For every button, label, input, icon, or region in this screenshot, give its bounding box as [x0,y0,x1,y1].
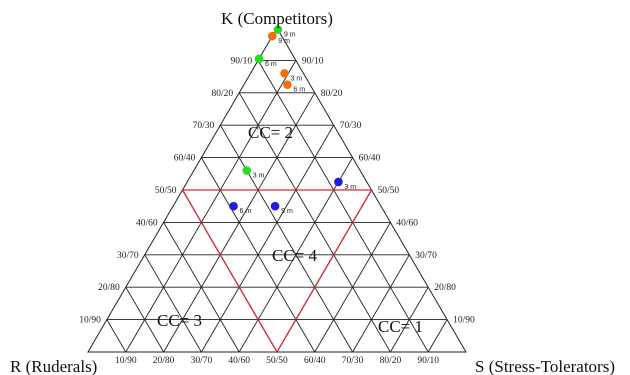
right-tick-label: 30/70 [415,251,437,261]
left-corner-label: R (Ruderals) [10,357,97,375]
cc-region-boundaries [181,189,373,354]
left-tick-label: 90/10 [230,56,252,66]
bottom-tick-label: 70/30 [342,356,364,366]
data-point-label: 6 m [265,61,277,68]
grid-line [314,222,391,353]
grid-line [352,254,410,353]
data-point [254,54,264,64]
top-corner-label: K (Competitors) [221,9,333,28]
right-corner-label: S (Stress-Tolerators) [475,357,615,375]
grid-line [201,124,335,353]
grid-line [144,254,202,353]
right-tick-label: 40/60 [396,218,418,228]
left-tick-label: 80/20 [212,89,234,99]
data-point [273,25,283,34]
data-point [267,31,277,41]
left-tick-label: 70/30 [193,121,215,131]
data-point-label: 9 m [278,38,290,45]
data-point-label: 9 m [284,32,296,39]
bottom-tick-label: 50/50 [266,356,288,366]
data-point [280,69,289,78]
cc-4-boundary [181,189,373,354]
right-tick-label: 90/10 [302,56,324,66]
data-point [334,177,343,187]
left-tick-label: 20/80 [98,283,120,293]
data-point-label: 3 m [291,75,303,82]
left-tick-label: 30/70 [117,251,139,261]
data-point-label: 3 m [344,184,356,191]
right-tick-label: 80/20 [321,89,343,99]
left-tick-label: 40/60 [136,218,158,228]
grid-line [163,222,240,353]
data-point-label: 6 m [293,87,305,94]
cc-region-label: CC= 3 [157,311,202,330]
bottom-tick-label: 40/60 [228,356,250,366]
cc-region-label: CC= 4 [272,246,318,265]
grid-line [125,286,164,353]
right-tick-label: 10/90 [453,316,475,326]
data-point [283,80,292,89]
bottom-tick-label: 90/10 [417,356,439,366]
cc-region-label: CC= 1 [378,317,423,336]
data-point-label: 9 m [281,208,293,215]
grid-line [125,60,297,353]
grid-line [257,60,429,353]
bottom-tick-label: 10/90 [115,356,137,366]
right-tick-label: 60/40 [359,154,381,164]
data-point [242,166,252,175]
grid-line [219,124,353,353]
right-tick-label: 20/80 [434,283,456,293]
bottom-tick-label: 60/40 [304,356,326,366]
grid-line [106,319,127,353]
data-point-label: 6 m [240,208,252,215]
left-tick-label: 50/50 [155,186,177,196]
bottom-tick-label: 30/70 [191,356,213,366]
bottom-tick-label: 20/80 [153,356,175,366]
left-tick-label: 10/90 [79,316,101,326]
right-tick-label: 70/30 [340,121,362,131]
data-point [270,201,280,211]
cc-region-label: CC= 2 [248,123,293,142]
data-point-label: 3 m [253,173,265,180]
data-point [229,201,238,211]
grid-line [390,286,429,353]
grid-line [427,319,448,353]
left-tick-label: 60/40 [174,154,196,164]
edge-tick-labels: 90/10 80/20 70/30 60/40 50/50 40/60 30/70 20/80… [79,56,475,366]
bottom-tick-label: 80/20 [380,356,402,366]
right-tick-label: 50/50 [378,186,400,196]
